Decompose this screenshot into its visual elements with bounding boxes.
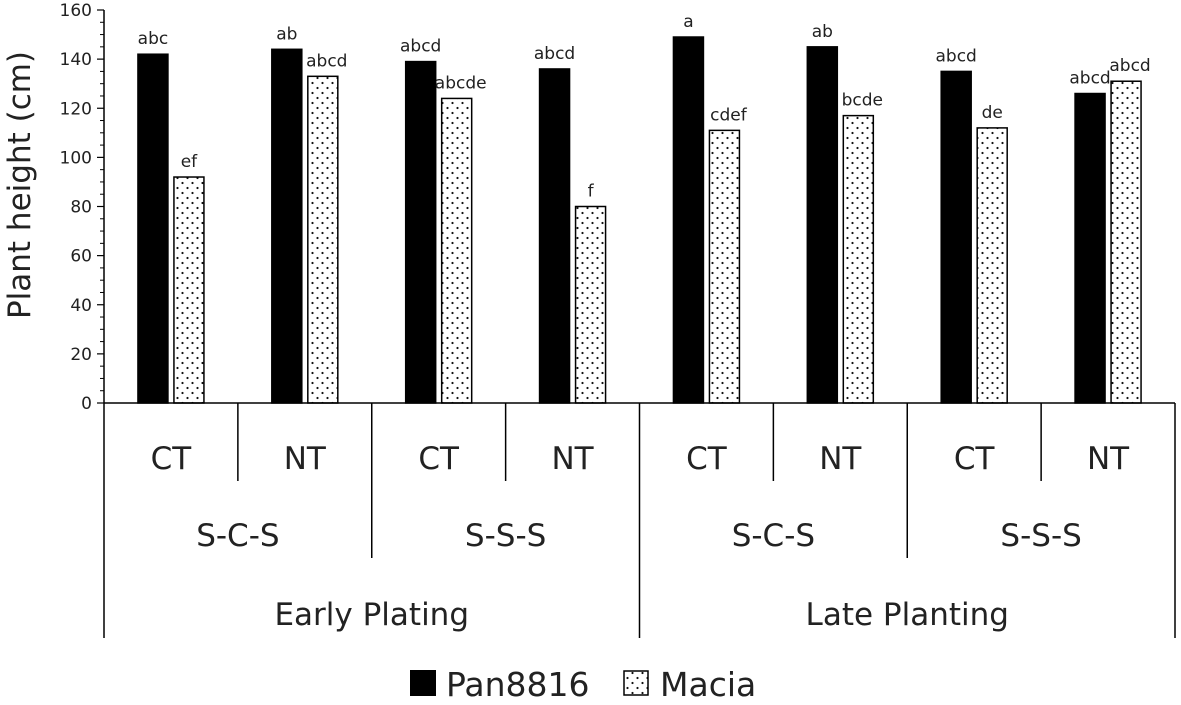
bar-pan8816-3 — [538, 68, 571, 404]
bar-label: ab — [812, 22, 833, 42]
bar-label: abc — [138, 29, 169, 49]
bar-macia-5 — [842, 114, 875, 404]
bar-pan8816-5 — [806, 46, 839, 404]
x-rotation-label: S-C-S — [732, 518, 815, 554]
bar-pan8816-1 — [271, 48, 303, 404]
bar-macia-3 — [574, 205, 607, 404]
bar-pan8816-2 — [404, 60, 437, 404]
bars — [137, 36, 1142, 404]
x-category-label: CT — [418, 441, 460, 477]
x-category-label: NT — [284, 441, 327, 477]
x-planting-label: Early Plating — [274, 597, 469, 633]
y-tick-label: 80 — [70, 198, 92, 218]
legend: Pan8816 Macia — [410, 665, 756, 704]
bar-label: abcd — [534, 44, 575, 64]
bar-label: abcd — [400, 37, 441, 57]
bar-label: abcd — [936, 46, 977, 66]
legend-swatch-pan8816 — [410, 670, 436, 696]
bar-label: abcde — [435, 73, 487, 93]
y-axis: 0 20 40 60 80 100 120 140 160 — [60, 1, 105, 414]
bar-macia-0 — [173, 176, 205, 404]
bar-macia-6 — [976, 127, 1008, 404]
legend-swatch-macia — [623, 670, 649, 696]
bar-label: cdef — [710, 105, 748, 125]
legend-label-macia: Macia — [660, 665, 756, 704]
bar-label: bcde — [842, 91, 883, 111]
x-category-label: CT — [954, 441, 996, 477]
y-tick-label: 60 — [70, 247, 92, 267]
bar-macia-1 — [307, 75, 339, 404]
y-tick-label: 100 — [60, 148, 92, 168]
x-planting-label: Late Planting — [806, 597, 1009, 633]
bar-pan8816-6 — [940, 70, 972, 404]
x-category-label: NT — [551, 441, 594, 477]
x-category-label: NT — [1087, 441, 1130, 477]
bar-label: abcd — [1069, 69, 1110, 89]
y-tick-label: 0 — [81, 394, 92, 414]
x-category-label: NT — [819, 441, 862, 477]
x-rotation-label: S-C-S — [196, 518, 279, 554]
bar-pan8816-7 — [1074, 92, 1106, 404]
bar-label: de — [982, 103, 1003, 123]
y-tick-label: 20 — [70, 345, 92, 365]
bar-label: abcd — [1109, 56, 1150, 76]
bar-pan8816-0 — [137, 53, 169, 404]
y-axis-title: Plant height (cm) — [2, 51, 38, 319]
x-axis: CT NT CT NT CT NT CT NT S-C-S S-S-S S-C-S S-S-S Earl… — [103, 402, 1176, 638]
x-category-label: CT — [686, 441, 728, 477]
bar-macia-7 — [1110, 80, 1142, 404]
y-tick-label: 160 — [60, 1, 92, 21]
x-category-label: CT — [151, 441, 193, 477]
bar-label: a — [683, 12, 693, 32]
x-rotation-label: S-S-S — [465, 518, 546, 554]
bar-label: ab — [276, 24, 297, 44]
bar-pan8816-4 — [672, 36, 705, 404]
bar-label: abcd — [306, 51, 347, 71]
bar-macia-4 — [708, 129, 741, 404]
y-tick-label: 40 — [70, 296, 92, 316]
bar-macia-2 — [440, 97, 473, 404]
y-tick-label: 140 — [60, 50, 92, 70]
x-rotation-label: S-S-S — [1000, 518, 1081, 554]
legend-label-pan8816: Pan8816 — [446, 665, 590, 704]
bar-label: f — [588, 182, 595, 202]
y-tick-label: 120 — [60, 99, 92, 119]
bar-label: ef — [181, 152, 198, 172]
